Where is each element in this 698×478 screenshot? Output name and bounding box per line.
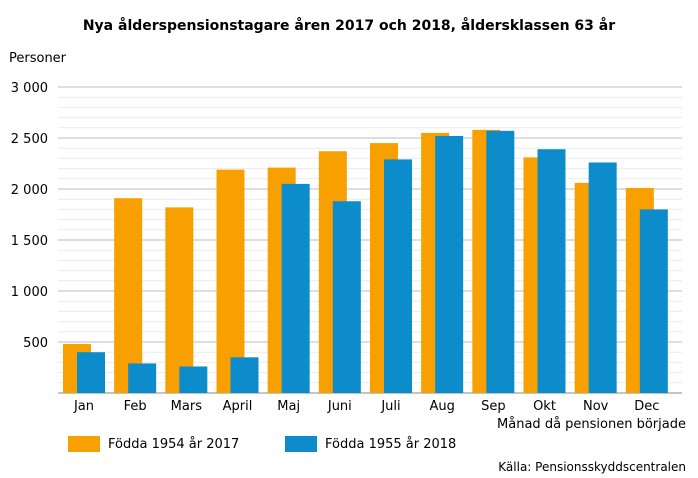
bar-2018-april: [230, 357, 259, 393]
y-tick-label: 500: [23, 336, 48, 351]
x-tick-label: Feb: [124, 399, 147, 414]
legend-item-2018: Födda 1955 år 2018: [285, 436, 456, 452]
x-tick-labels: Jan Feb Mars April Maj Juni Juli Aug Sep Okt Nov De…: [73, 399, 659, 414]
chart-title: Nya ålderspensionstagare åren 2017 och 2…: [82, 18, 616, 34]
x-tick-label: Jan: [73, 399, 94, 414]
bar-2018-sep: [486, 130, 515, 394]
x-tick-label: April: [223, 399, 253, 414]
bar-2018-feb: [128, 363, 157, 393]
bar-2017-april: [216, 169, 245, 393]
x-tick-label: Nov: [583, 399, 609, 414]
x-axis-label: Månad då pensionen började: [497, 417, 686, 432]
legend-swatch-2018: [285, 436, 317, 452]
x-tick-label: Dec: [634, 399, 659, 414]
legend-label-2017: Födda 1954 år 2017: [108, 436, 240, 452]
bar-2017-feb: [114, 198, 143, 393]
bar-2018-juni: [332, 201, 361, 393]
legend-item-2017: Födda 1954 år 2017: [68, 436, 239, 452]
bar-2018-dec: [639, 209, 668, 393]
bar-2018-jan: [77, 352, 105, 393]
bars: [63, 129, 668, 394]
x-tick-label: Maj: [277, 399, 300, 414]
bar-2018-mars: [179, 366, 208, 393]
y-tick-label: 2 000: [11, 183, 48, 198]
x-tick-label: Mars: [171, 399, 203, 414]
x-tick-label: Juli: [380, 399, 400, 414]
x-tick-label: Okt: [533, 399, 556, 414]
bar-2017-mars: [165, 207, 194, 393]
bar-2018-maj: [281, 183, 310, 393]
x-tick-label: Aug: [429, 399, 454, 414]
y-axis-label: Personer: [9, 51, 67, 66]
bar-2018-okt: [537, 149, 566, 393]
y-tick-label: 1 000: [11, 285, 48, 300]
legend-label-2018: Födda 1955 år 2018: [325, 436, 457, 452]
bar-2018-aug: [435, 135, 464, 393]
x-tick-label: Juni: [327, 399, 352, 414]
legend-swatch-2017: [68, 436, 100, 452]
y-tick-label: 1 500: [11, 234, 48, 249]
bar-2018-nov: [588, 162, 617, 393]
y-tick-label: 3 000: [11, 81, 48, 96]
source-note: Källa: Pensionsskyddscentralen: [498, 460, 686, 474]
y-tick-labels: 500 1 000 1 500 2 000 2 500 3 000: [11, 81, 48, 351]
x-tick-label: Sep: [481, 399, 506, 414]
bar-2018-juli: [384, 159, 412, 393]
y-tick-label: 2 500: [11, 132, 48, 147]
